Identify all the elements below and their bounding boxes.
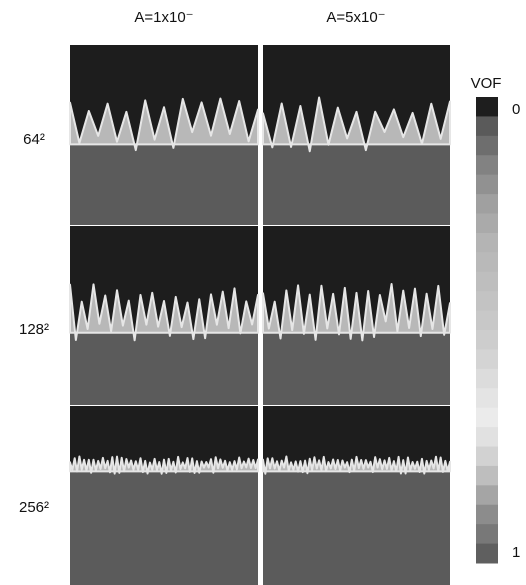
interface [262,96,451,153]
colorbar-band [476,427,498,447]
interface [69,283,259,342]
heavy-fluid [70,471,258,585]
interface [262,455,451,475]
row-label: 64² [23,131,45,148]
interface [262,282,451,342]
colorbar-band [476,388,498,409]
colorbar-band [476,465,498,486]
heavy-fluid [263,471,450,585]
column-label: A=1x10⁻ [134,9,193,26]
colorbar-label: 0 [512,101,520,118]
colorbar-band [476,213,498,234]
colorbar-band [476,232,498,253]
colorbar-band [476,349,498,370]
colorbar-band [476,252,498,273]
colorbar-band [476,174,498,195]
colorbar-band [476,504,498,525]
interface [69,455,259,475]
colorbar-band [476,485,498,506]
colorbar-band [476,271,498,292]
colorbar-title: VOF [471,75,502,92]
colorbar-band [476,194,498,214]
colorbar-band [476,97,498,117]
heavy-fluid [70,144,258,225]
panels [69,45,451,585]
colorbar [476,97,498,564]
colorbar-band [476,407,498,428]
colorbar-band [476,330,498,350]
colorbar-band [476,368,498,389]
colorbar-band [476,291,498,312]
row-label: 128² [19,321,49,338]
colorbar-band [476,543,498,564]
heavy-fluid [263,332,450,405]
colorbar-band [476,524,498,545]
colorbar-band [476,155,498,176]
colorbar-band [476,116,498,137]
interface [69,97,259,152]
colorbar-label: 1 [512,544,520,561]
colorbar-band [476,310,498,331]
colorbar-band [476,446,498,467]
column-label: A=5x10⁻ [326,9,385,26]
colorbar-band [476,135,498,156]
heavy-fluid [263,144,450,225]
heavy-fluid [70,332,258,405]
row-label: 256² [19,499,49,516]
